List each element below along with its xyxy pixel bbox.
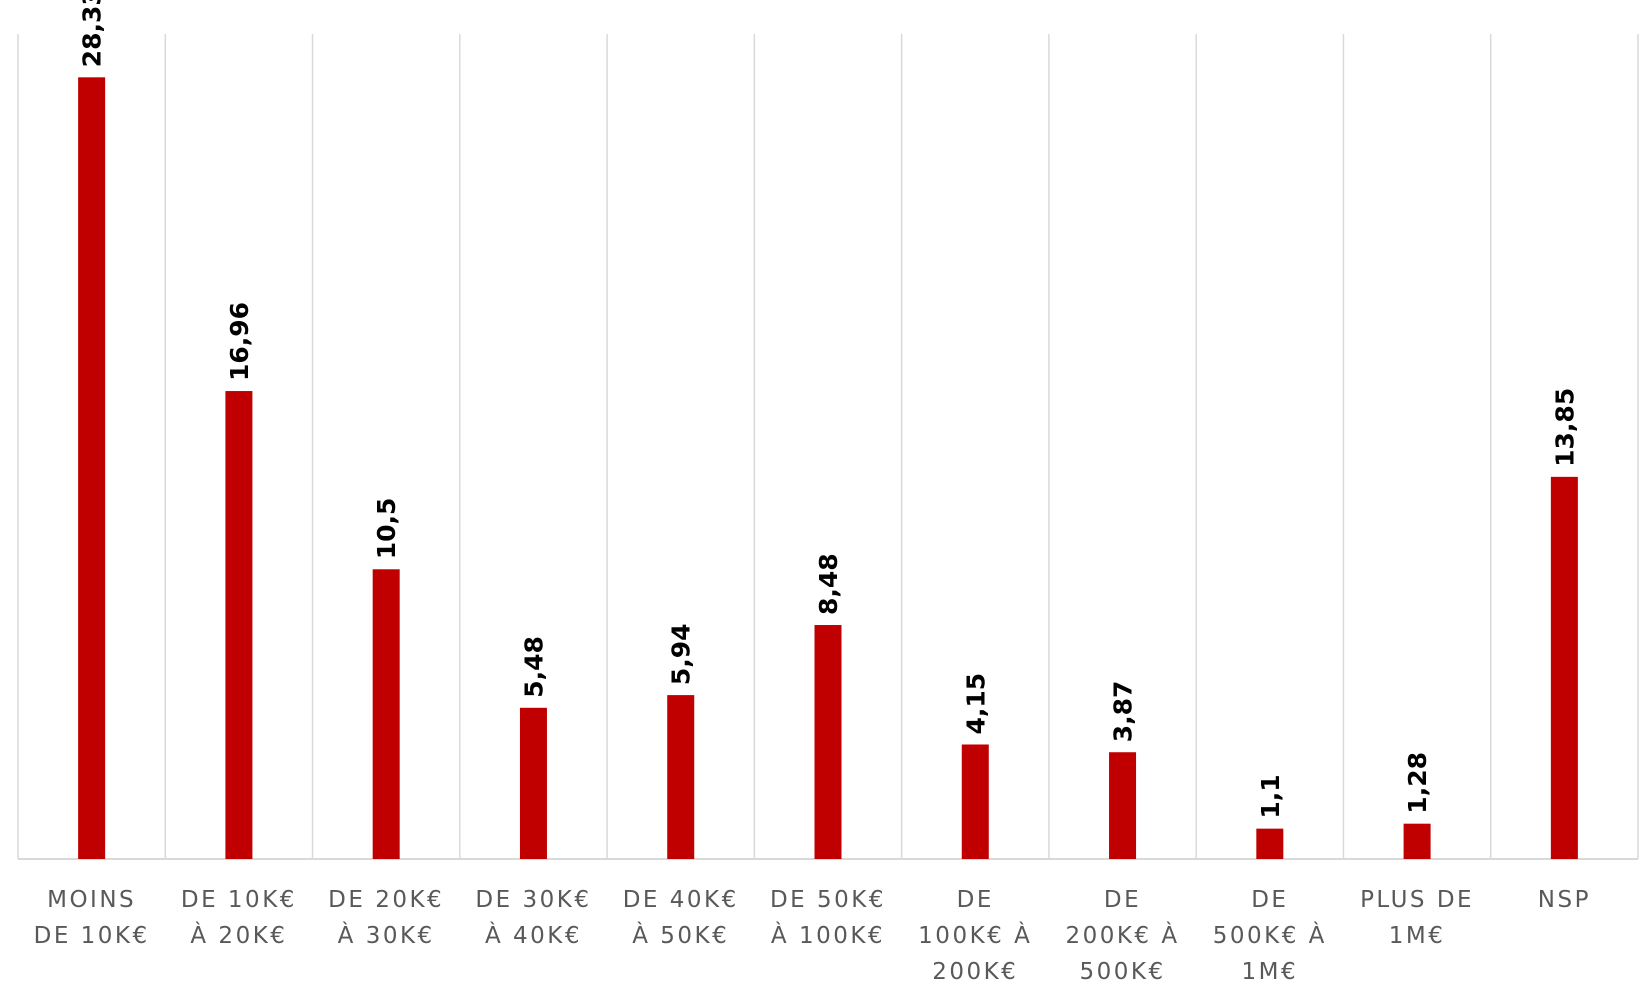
category-label-6: DE 100K€ À 200K€ xyxy=(918,887,1032,983)
data-label-8: 1,1 xyxy=(1256,774,1285,818)
category-label-9-line-1: 1M€ xyxy=(1389,923,1446,949)
category-label-1: DE 10K€ À 20K€ xyxy=(181,887,297,949)
category-label-0-line-1: DE 10K€ xyxy=(34,923,150,949)
bar-5 xyxy=(814,625,842,859)
category-label-3-line-0: DE 30K€ xyxy=(475,887,591,913)
data-label-4: 5,94 xyxy=(667,623,696,685)
bar-8 xyxy=(1256,828,1284,859)
bar-3 xyxy=(519,707,547,859)
data-label-5: 8,48 xyxy=(814,553,843,615)
category-label-10: NSP xyxy=(1538,887,1591,913)
category-label-3: DE 30K€ À 40K€ xyxy=(475,887,591,949)
data-label-6: 4,15 xyxy=(961,673,990,735)
category-label-6-line-1: 100K€ À xyxy=(918,921,1032,949)
category-label-7-line-0: DE xyxy=(1104,887,1141,913)
bar-9 xyxy=(1403,823,1431,859)
category-label-7: DE 200K€ À 500K€ xyxy=(1065,887,1179,983)
bar-6 xyxy=(961,744,989,859)
category-label-5-line-0: DE 50K€ xyxy=(770,887,886,913)
bar-10 xyxy=(1550,476,1578,859)
bar-1 xyxy=(225,391,253,859)
category-label-0-line-0: MOINS xyxy=(47,887,136,913)
category-label-8: DE 500K€ À 1M€ xyxy=(1213,887,1327,983)
bar-4 xyxy=(667,695,695,859)
category-label-5-line-1: À 100K€ xyxy=(771,921,885,949)
data-label-2: 10,5 xyxy=(372,498,401,560)
category-label-6-line-2: 200K€ xyxy=(932,959,1018,983)
data-label-7: 3,87 xyxy=(1109,681,1138,743)
data-label-0: 28,33 xyxy=(78,0,107,67)
data-label-3: 5,48 xyxy=(519,636,548,698)
category-label-7-line-1: 200K€ À xyxy=(1065,921,1179,949)
category-label-10-line-0: NSP xyxy=(1538,887,1591,913)
data-label-1: 16,96 xyxy=(225,302,254,381)
category-label-2: DE 20K€ À 30K€ xyxy=(328,887,444,949)
category-label-1-line-1: À 20K€ xyxy=(190,921,287,949)
category-label-8-line-2: 1M€ xyxy=(1242,959,1299,983)
bar-0 xyxy=(78,77,106,859)
category-label-8-line-1: 500K€ À xyxy=(1213,921,1327,949)
category-label-9: PLUS DE 1M€ xyxy=(1360,887,1474,949)
category-label-6-line-0: DE xyxy=(957,887,994,913)
category-label-5: DE 50K€ À 100K€ xyxy=(770,887,886,949)
category-label-0: MOINS DE 10K€ xyxy=(34,887,150,949)
category-label-2-line-1: À 30K€ xyxy=(338,921,435,949)
category-label-8-line-0: DE xyxy=(1251,887,1288,913)
bar-7 xyxy=(1109,752,1137,859)
category-label-4-line-1: À 50K€ xyxy=(632,921,729,949)
category-label-3-line-1: À 40K€ xyxy=(485,921,582,949)
category-label-1-line-0: DE 10K€ xyxy=(181,887,297,913)
bar-2 xyxy=(372,569,400,859)
category-label-9-line-0: PLUS DE xyxy=(1360,887,1474,913)
category-label-2-line-0: DE 20K€ xyxy=(328,887,444,913)
data-label-9: 1,28 xyxy=(1403,752,1432,814)
data-label-10: 13,85 xyxy=(1550,388,1579,467)
category-label-4: DE 40K€ À 50K€ xyxy=(623,887,739,949)
category-label-4-line-0: DE 40K€ xyxy=(623,887,739,913)
category-label-7-line-2: 500K€ xyxy=(1079,959,1165,983)
